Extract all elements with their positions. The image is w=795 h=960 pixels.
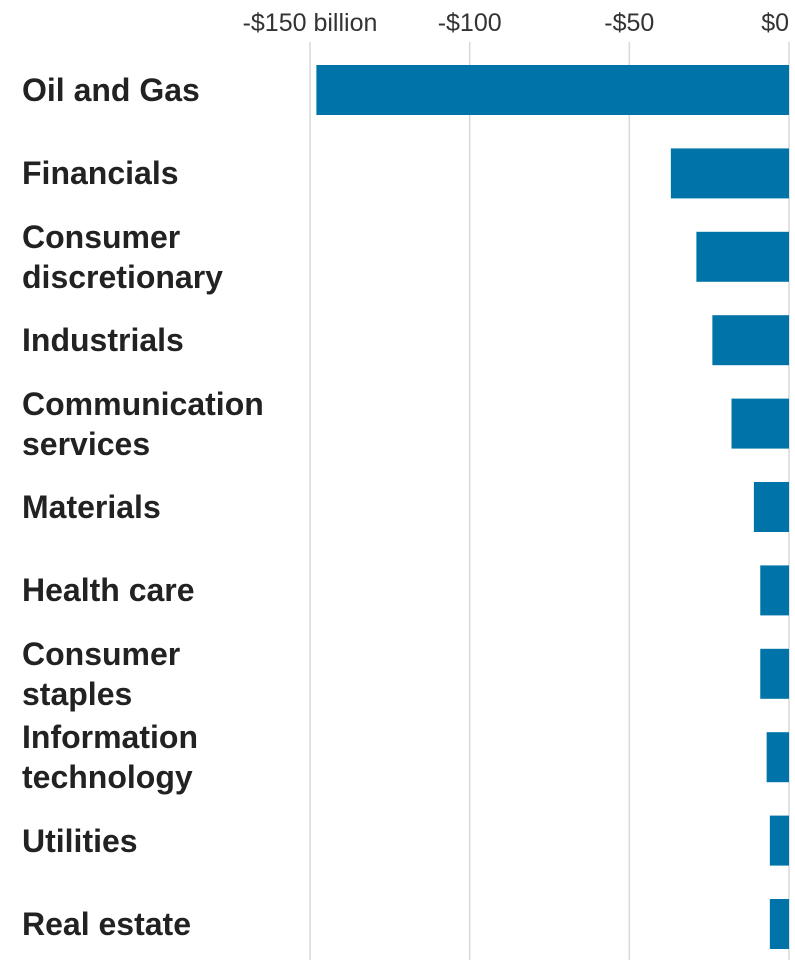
category-label: Materials: [22, 489, 161, 525]
bar: [769, 815, 789, 866]
x-tick-label: $0: [761, 9, 789, 37]
bar: [696, 231, 789, 282]
category-label: Utilities: [22, 822, 138, 859]
bar: [753, 482, 789, 532]
category-label: Health care: [22, 572, 195, 609]
category-label: Real estate: [22, 906, 191, 942]
bar: [670, 148, 789, 199]
bar: [769, 899, 789, 949]
bar: [712, 315, 789, 366]
bar: [766, 732, 789, 783]
bar: [760, 565, 789, 616]
category-label: Information technology: [22, 719, 198, 796]
category-label: Oil and Gas: [22, 72, 200, 108]
x-tick-label: -$100: [438, 9, 502, 37]
x-tick-label: -$50: [604, 9, 654, 37]
category-label: Communication services: [22, 385, 264, 462]
bar: [316, 65, 789, 115]
x-tick-label: -$150 billion: [243, 9, 378, 37]
bar: [731, 398, 789, 449]
category-label: Industrials: [22, 322, 184, 359]
bar: [760, 648, 789, 699]
category-label: Financials: [22, 155, 179, 192]
category-label: Consumer discretionary: [22, 218, 223, 295]
category-label: Consumer staples: [22, 635, 181, 712]
